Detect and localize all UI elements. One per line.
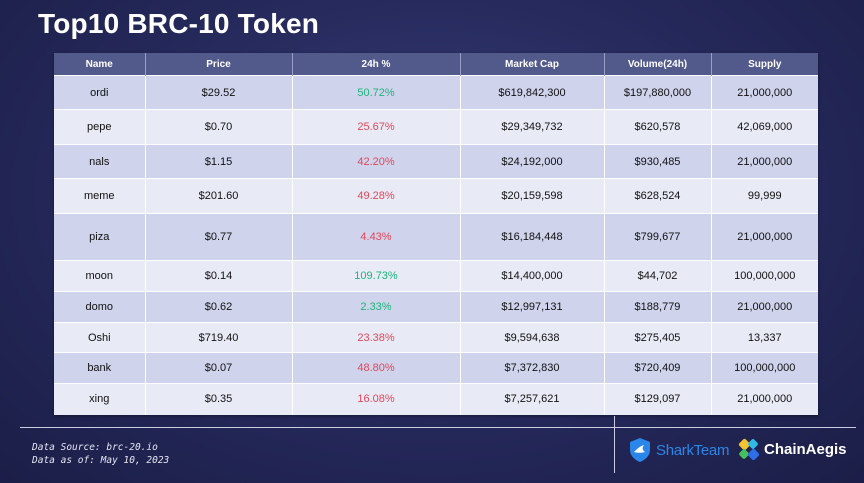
token-table-container: Name Price 24h % Market Cap Volume(24h) …	[54, 53, 818, 415]
table-row: meme $201.60 49.28% $20,159,598 $628,524 99,9…	[54, 178, 818, 214]
cell-volume: $720,409	[604, 352, 712, 384]
cell-market-cap: $16,184,448	[460, 213, 605, 261]
cell-market-cap: $9,594,638	[460, 322, 605, 353]
cell-price: $201.60	[145, 178, 293, 214]
header-price: Price	[145, 53, 293, 76]
table-header-row: Name Price 24h % Market Cap Volume(24h) …	[54, 53, 818, 76]
footer-source: Data Source: brc-20.io Data as of: May 1…	[32, 441, 169, 467]
cell-24h-change: 4.43%	[292, 213, 461, 261]
cell-price: $0.77	[145, 213, 293, 261]
cell-supply: 21,000,000	[711, 144, 818, 179]
table-row: moon $0.14 109.73% $14,400,000 $44,702 100,00…	[54, 260, 818, 292]
cell-price: $0.14	[145, 260, 293, 292]
cell-supply: 99,999	[711, 178, 818, 214]
cell-volume: $188,779	[604, 291, 712, 323]
cell-24h-change: 23.38%	[292, 322, 461, 353]
header-volume: Volume(24h)	[604, 53, 712, 76]
table-row: ordi $29.52 50.72% $619,842,300 $197,880,000…	[54, 75, 818, 110]
cell-market-cap: $14,400,000	[460, 260, 605, 292]
cell-name: bank	[54, 352, 146, 384]
cell-market-cap: $619,842,300	[460, 75, 605, 110]
cell-name: piza	[54, 213, 146, 261]
cell-24h-change: 25.67%	[292, 109, 461, 145]
cell-market-cap: $29,349,732	[460, 109, 605, 145]
header-24h-change: 24h %	[292, 53, 461, 76]
cell-price: $0.35	[145, 383, 293, 415]
cell-price: $0.62	[145, 291, 293, 323]
shark-shield-icon	[630, 438, 650, 462]
sharkteam-logo: SharkTeam	[628, 437, 729, 463]
cell-supply: 21,000,000	[711, 291, 818, 323]
table-row: pepe $0.70 25.67% $29,349,732 $620,578 42,069…	[54, 109, 818, 145]
cell-supply: 42,069,000	[711, 109, 818, 145]
chainaegis-mark-icon	[738, 438, 760, 461]
chainaegis-logo: ChainAegis	[738, 437, 847, 461]
cell-24h-change: 109.73%	[292, 260, 461, 292]
cell-volume: $628,524	[604, 178, 712, 214]
cell-name: Oshi	[54, 322, 146, 353]
footer-divider	[20, 427, 856, 428]
cell-name: moon	[54, 260, 146, 292]
table-row: xing $0.35 16.08% $7,257,621 $129,097 21,000,…	[54, 383, 818, 415]
cell-volume: $275,405	[604, 322, 712, 353]
cell-24h-change: 42.20%	[292, 144, 461, 179]
cell-supply: 21,000,000	[711, 383, 818, 415]
cell-name: nals	[54, 144, 146, 179]
cell-supply: 100,000,000	[711, 260, 818, 292]
page-title: Top10 BRC-10 Token	[38, 8, 320, 39]
cell-volume: $129,097	[604, 383, 712, 415]
cell-24h-change: 48.80%	[292, 352, 461, 384]
cell-volume: $930,485	[604, 144, 712, 179]
cell-supply: 21,000,000	[711, 75, 818, 110]
cell-market-cap: $7,372,830	[460, 352, 605, 384]
cell-market-cap: $7,257,621	[460, 383, 605, 415]
cell-market-cap: $24,192,000	[460, 144, 605, 179]
cell-price: $0.70	[145, 109, 293, 145]
cell-name: domo	[54, 291, 146, 323]
table-row: domo $0.62 2.33% $12,997,131 $188,779 21,000,…	[54, 291, 818, 323]
footer-vertical-divider	[614, 416, 615, 473]
cell-market-cap: $12,997,131	[460, 291, 605, 323]
table-row: piza $0.77 4.43% $16,184,448 $799,677 21,000,…	[54, 213, 818, 261]
cell-volume: $799,677	[604, 213, 712, 261]
cell-price: $29.52	[145, 75, 293, 110]
cell-name: ordi	[54, 75, 146, 110]
cell-supply: 100,000,000	[711, 352, 818, 384]
cell-supply: 21,000,000	[711, 213, 818, 261]
data-date-text: Data as of: May 10, 2023	[32, 455, 170, 466]
cell-24h-change: 50.72%	[292, 75, 461, 110]
cell-name: xing	[54, 383, 146, 415]
cell-supply: 13,337	[711, 322, 818, 353]
cell-volume: $620,578	[604, 109, 712, 145]
cell-24h-change: 16.08%	[292, 383, 461, 415]
cell-24h-change: 49.28%	[292, 178, 461, 214]
chainaegis-text: ChainAegis	[764, 440, 847, 458]
header-name: Name	[54, 53, 146, 76]
cell-name: pepe	[54, 109, 146, 145]
cell-price: $0.07	[145, 352, 293, 384]
cell-price: $1.15	[145, 144, 293, 179]
table-row: nals $1.15 42.20% $24,192,000 $930,485 21,000…	[54, 144, 818, 179]
cell-24h-change: 2.33%	[292, 291, 461, 323]
header-market-cap: Market Cap	[460, 53, 605, 76]
table-row: Oshi $719.40 23.38% $9,594,638 $275,405 13,33…	[54, 322, 818, 353]
data-source-text: Data Source: brc-20.io	[32, 442, 158, 453]
cell-volume: $197,880,000	[604, 75, 712, 110]
header-supply: Supply	[711, 53, 818, 76]
token-table: Name Price 24h % Market Cap Volume(24h) …	[54, 53, 818, 415]
cell-volume: $44,702	[604, 260, 712, 292]
cell-name: meme	[54, 178, 146, 214]
cell-price: $719.40	[145, 322, 293, 353]
sharkteam-text: SharkTeam	[656, 441, 730, 459]
cell-market-cap: $20,159,598	[460, 178, 605, 214]
table-row: bank $0.07 48.80% $7,372,830 $720,409 100,000…	[54, 352, 818, 384]
